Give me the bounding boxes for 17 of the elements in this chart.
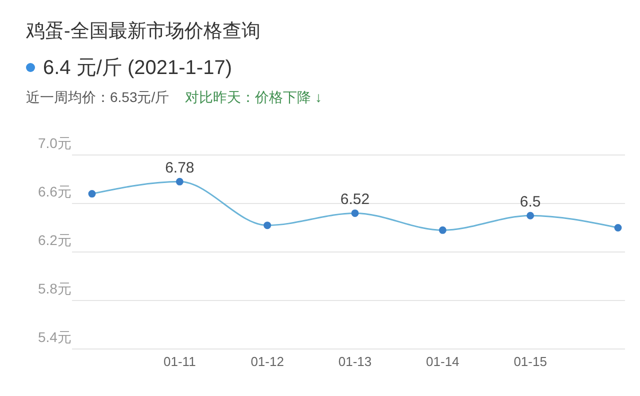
y-tick-label: 6.6元 [38, 184, 72, 200]
data-label: 6.5 [520, 194, 541, 211]
text: 近一周均价：6.53元/斤 [26, 89, 170, 105]
x-tick-label: 01-13 [338, 354, 372, 370]
x-tick-label: 01-15 [514, 354, 547, 370]
y-tick-label: 5.4元 [38, 329, 72, 345]
chart-title: 鸡蛋-全国最新市场价格查询 [26, 20, 262, 44]
chart-subtitle: 6.4 元/斤 (2021-1-17) [43, 56, 232, 81]
x-tick-label: 01-11 [164, 354, 196, 370]
y-tick-label: 6.2元 [38, 232, 72, 248]
data-label: 6.78 [165, 160, 194, 177]
text: 对比昨天：价格下降 ↓ [185, 89, 322, 105]
data-label: 6.52 [340, 191, 370, 208]
x-tick-label: 01-14 [426, 354, 460, 370]
x-tick-label: 01-12 [250, 354, 284, 370]
y-tick-label: 7.0元 [38, 135, 72, 151]
y-tick-label: 5.8元 [38, 280, 72, 296]
